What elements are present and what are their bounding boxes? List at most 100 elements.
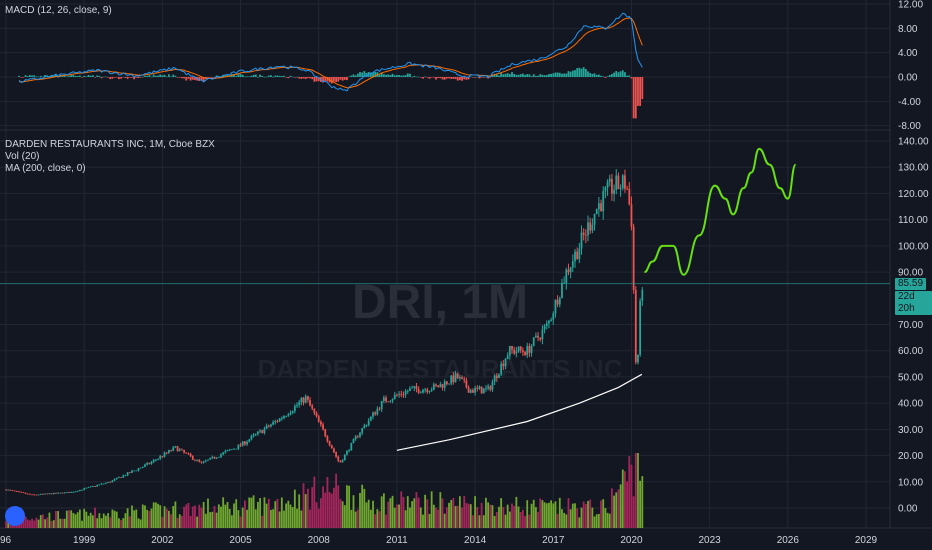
macd-histogram-bar <box>257 76 259 78</box>
macd-histogram-bar <box>391 73 394 77</box>
candle-body <box>55 492 57 494</box>
candle-body <box>78 489 81 492</box>
volume-bar <box>33 520 36 528</box>
candle-body <box>233 448 235 450</box>
volume-bar <box>72 512 75 528</box>
volume-bar <box>22 519 25 528</box>
macd-histogram-bar <box>111 77 114 79</box>
price-legend[interactable]: DARDEN RESTAURANTS INC, 1M, Cboe BZX Vol… <box>5 139 215 175</box>
candle-body <box>161 456 164 457</box>
candle-body <box>196 459 199 461</box>
volume-bar <box>537 511 539 528</box>
candle-body <box>539 337 542 340</box>
macd-histogram-bar <box>374 72 377 77</box>
macd-histogram-bar <box>498 75 500 77</box>
macd-histogram-bar <box>233 74 235 77</box>
macd-histogram-bar <box>293 77 296 78</box>
macd-histogram-bar <box>259 74 261 77</box>
macd-histogram-bar <box>361 72 364 77</box>
macd-histogram-bar <box>183 77 185 79</box>
macd-histogram-bar <box>398 74 400 77</box>
candle-body <box>337 456 340 461</box>
macd-histogram-bar <box>39 75 42 77</box>
macd-legend[interactable]: MACD (12, 26, close, 9) <box>5 5 112 17</box>
volume-bar <box>626 481 629 528</box>
volume-bar <box>306 488 309 528</box>
candle-body <box>104 482 107 484</box>
volume-bar <box>452 497 455 528</box>
volume-bar <box>65 510 68 528</box>
candle-body <box>287 414 290 416</box>
macd-histogram-bar <box>348 76 351 78</box>
candle-body <box>365 425 368 427</box>
candle-body <box>621 175 624 189</box>
candle-body <box>185 452 188 454</box>
candle-body <box>44 493 46 495</box>
macd-histogram-bar <box>283 75 285 77</box>
macd-histogram-bar <box>415 76 418 78</box>
volume-bar <box>150 508 153 528</box>
macd-histogram-bar <box>313 77 316 82</box>
volume-bar <box>576 508 579 528</box>
macd-histogram-bar <box>439 77 442 79</box>
volume-bar <box>61 518 64 528</box>
macd-histogram-bar <box>91 75 94 77</box>
volume-bar <box>567 498 570 528</box>
macd-histogram-bar <box>621 70 624 77</box>
volume-bar <box>300 510 303 528</box>
volume-bar <box>482 515 485 528</box>
macd-histogram-bar <box>26 75 29 77</box>
volume-bar <box>315 502 318 528</box>
macd-histogram-bar <box>172 74 175 77</box>
volume-bar <box>187 503 190 528</box>
volume-bar <box>204 513 207 528</box>
candle-body <box>300 397 303 403</box>
candle-body <box>215 457 218 459</box>
candle-body <box>374 412 377 415</box>
macd-histogram-bar <box>419 77 422 78</box>
candle-body <box>406 391 409 392</box>
macd-histogram-bar <box>400 75 403 77</box>
macd-histogram-bar <box>521 73 524 77</box>
volume-bar <box>250 497 253 528</box>
macd-histogram-bar <box>267 75 270 77</box>
candle-body <box>11 490 14 492</box>
candle-body <box>13 490 16 492</box>
volume-bar <box>63 518 66 528</box>
volume-bar <box>85 511 88 528</box>
macd-histogram-bar <box>532 74 535 77</box>
volume-bar <box>118 518 120 528</box>
candle-body <box>543 325 546 330</box>
price-tick-label: 10.00 <box>898 477 923 488</box>
volume-bar <box>356 509 359 528</box>
volume-bar <box>519 512 522 528</box>
candle-body <box>528 346 531 353</box>
macd-histogram-bar <box>187 77 190 79</box>
macd-histogram-bar <box>70 75 73 77</box>
tradingview-logo-icon[interactable] <box>5 506 25 526</box>
candle-body <box>137 468 140 471</box>
macd-histogram-bar <box>241 74 244 77</box>
volume-bar <box>139 519 142 528</box>
volume-legend[interactable]: Vol (20) <box>5 151 40 162</box>
macd-histogram-bar <box>150 76 153 78</box>
candle-body <box>587 222 589 236</box>
macd-histogram-bar <box>530 76 533 77</box>
macd-histogram-bar <box>200 77 203 81</box>
volume-bars <box>5 453 644 528</box>
ma-legend[interactable]: MA (200, close, 0) <box>5 163 86 174</box>
last-price-tag: 85.59 <box>895 277 927 290</box>
candle-body <box>107 481 109 483</box>
volume-bar <box>556 513 559 528</box>
volume-bar <box>493 516 496 528</box>
volume-bar <box>502 507 505 528</box>
candle-body <box>448 383 450 385</box>
volume-bar <box>115 511 118 528</box>
candle-body <box>480 386 483 394</box>
macd-histogram-bar <box>604 77 607 79</box>
candle-body <box>315 413 318 417</box>
volume-bar <box>341 501 344 528</box>
macd-histogram-bar <box>454 77 457 80</box>
macd-histogram-bar <box>580 68 583 77</box>
macd-histogram-bar <box>565 73 568 77</box>
